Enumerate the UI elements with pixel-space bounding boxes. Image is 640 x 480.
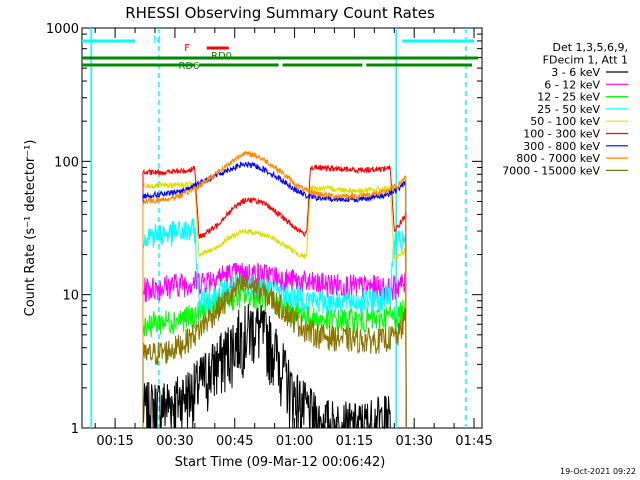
flag-label-rd0: RD0 — [211, 51, 232, 62]
series-line — [142, 262, 407, 429]
legend-header: FDecim 1, Att 1 — [543, 54, 628, 67]
legend-label: 300 - 800 keV — [523, 140, 600, 153]
plot-frame — [81, 27, 483, 429]
flag-label-n: N — [153, 35, 160, 46]
x-axis: 00:15 00:30 00:45 01:00 01:15 01:30 01:45 — [94, 28, 493, 449]
y-tick-label: 10 — [62, 289, 79, 304]
legend-header: Det 1,3,5,6,9, — [552, 41, 628, 54]
series-line — [142, 274, 407, 429]
series-line — [142, 160, 407, 429]
y-tick-label: 100 — [54, 155, 79, 170]
legend-label: 3 - 6 keV — [551, 66, 600, 79]
flag-bars: N F RD0 RD6 — [82, 35, 479, 72]
footer-timestamp: 19-Oct-2021 09:22 — [560, 467, 636, 476]
series-line — [142, 164, 407, 429]
x-tick-label: 00:15 — [96, 434, 133, 449]
flag-label-rd6: RD6 — [178, 61, 199, 72]
legend-label: 7000 - 15000 keV — [502, 164, 600, 177]
y-axis-label: Count Rate (s⁻¹ detector⁻¹) — [23, 140, 38, 317]
legend-label: 800 - 7000 keV — [516, 152, 600, 165]
flag-label-f: F — [184, 43, 190, 54]
x-tick-label: 01:45 — [455, 434, 492, 449]
legend-label: 6 - 12 keV — [544, 78, 600, 91]
y-axis: 1 10 100 1000 — [46, 22, 482, 437]
series-line — [142, 150, 407, 429]
legend-label: 100 - 300 keV — [523, 128, 600, 141]
x-tick-label: 01:00 — [276, 434, 313, 449]
legend-label: 50 - 100 keV — [530, 115, 600, 128]
y-tick-label: 1 — [71, 422, 79, 437]
series-line — [142, 303, 391, 430]
series-group — [142, 150, 407, 430]
series-line — [142, 218, 407, 429]
x-tick-label: 00:45 — [216, 434, 253, 449]
x-tick-label: 01:15 — [336, 434, 373, 449]
x-tick-label: 01:30 — [395, 434, 432, 449]
y-tick-label: 1000 — [46, 22, 79, 37]
x-axis-label: Start Time (09-Mar-12 00:06:42) — [175, 455, 386, 470]
chart-title: RHESSI Observing Summary Count Rates — [125, 4, 435, 22]
legend-label: 25 - 50 keV — [537, 103, 600, 116]
legend-label: 12 - 25 keV — [537, 91, 600, 104]
legend: Det 1,3,5,6,9,FDecim 1, Att 13 - 6 keV6 … — [502, 41, 628, 177]
series-line — [142, 181, 407, 429]
x-tick-label: 00:30 — [156, 434, 193, 449]
